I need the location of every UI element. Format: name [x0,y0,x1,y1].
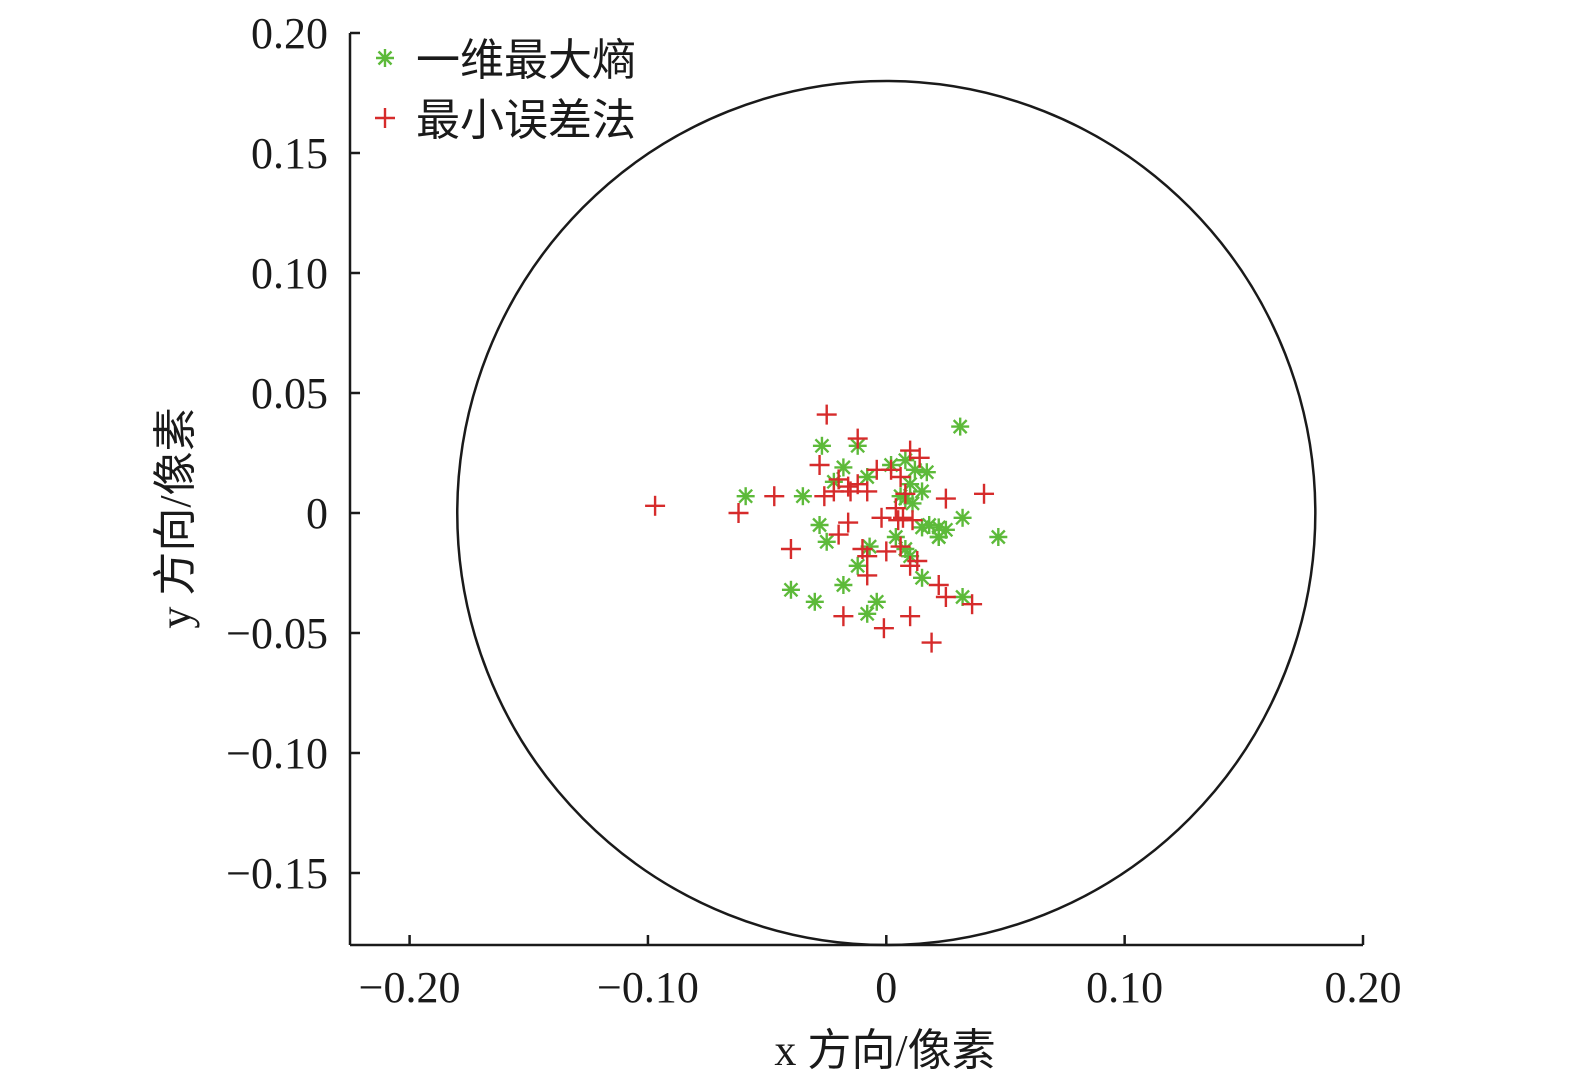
data-point-asterisk [913,568,932,587]
y-tick-label: −0.05 [226,609,328,658]
data-point-plus [895,483,916,504]
y-tick-label: 0.20 [251,9,328,58]
data-point-plus [876,541,897,562]
x-ticks: −0.20 −0.10 0 0.10 0.20 [359,935,1402,1012]
data-point-plus [833,606,854,627]
data-point-asterisk [917,463,936,482]
legend-label-min-error: 最小误差法 [416,96,636,145]
y-tick-label: 0.15 [251,129,328,178]
data-point-plus [974,483,995,504]
data-point-plus [873,618,894,639]
x-tick-label: 0.10 [1086,963,1163,1012]
x-tick-label: −0.20 [359,963,461,1012]
legend: 一维最大熵 最小误差法 [375,36,636,145]
data-point-asterisk [989,528,1008,546]
data-point-asterisk [929,528,948,546]
data-point-asterisk [920,516,939,534]
data-point-asterisk [867,592,886,611]
data-point-plus [780,539,801,559]
data-point-plus [907,551,928,571]
data-point-asterisk [805,592,824,611]
data-point-plus [935,488,956,509]
data-point-plus [857,565,878,586]
x-tick-label: 0 [875,963,897,1012]
data-point-asterisk [848,556,867,575]
series-min-error [645,404,995,653]
reference-circle [456,79,1317,947]
y-axis-title: y 方向/像素 [151,407,200,628]
x-axis-title: x 方向/像素 [774,1026,995,1075]
data-point-asterisk [793,487,812,506]
y-tick-label: −0.15 [226,849,328,898]
data-point-plus [816,404,837,425]
data-point-plus [838,476,859,497]
data-point-asterisk [891,487,910,506]
data-point-plus [909,447,930,468]
data-point-asterisk [951,417,970,436]
legend-symbol-plus [375,108,395,128]
x-tick-label: −0.10 [597,963,699,1012]
data-point-asterisk [858,604,877,623]
data-point-plus [962,594,983,615]
y-ticks: 0.20 0.15 0.10 0.05 0 −0.05 −0.10 −0.15 [226,9,360,898]
x-tick-label: 0.20 [1325,963,1402,1012]
data-point-plus [847,428,868,449]
data-point-plus [645,495,666,516]
data-point-plus [890,536,911,557]
data-point-plus [890,467,911,487]
data-point-plus [921,632,942,653]
legend-marker-asterisk [376,49,394,67]
data-point-asterisk [913,482,932,501]
data-point-asterisk [886,528,905,546]
data-point-plus [828,524,849,545]
data-point-asterisk [810,516,829,534]
data-point-plus [728,503,749,523]
data-point-plus [847,474,868,495]
axes [348,33,1363,947]
series-entropy [736,417,1008,623]
data-points [645,404,1008,653]
legend-symbol-asterisk [376,49,394,67]
data-point-asterisk [953,508,972,527]
reference-circle-layer [456,79,1317,947]
data-point-plus [900,606,921,627]
data-point-asterisk [860,537,879,556]
data-point-plus [857,546,878,567]
y-tick-label: 0.05 [251,369,328,418]
data-point-asterisk [781,580,800,599]
data-point-asterisk [812,436,831,455]
data-point-asterisk [834,576,853,594]
data-point-plus [809,455,830,475]
data-point-plus [814,486,835,507]
data-point-plus [764,486,785,507]
data-point-asterisk [834,458,853,477]
data-point-plus [888,510,909,531]
data-point-asterisk [858,468,877,486]
legend-marker-plus [375,108,395,128]
data-point-asterisk [817,532,836,551]
legend-label-entropy: 一维最大熵 [416,36,636,85]
data-point-plus [935,587,956,607]
y-tick-label: −0.10 [226,729,328,778]
y-tick-label: 0.10 [251,249,328,298]
data-point-plus [892,507,913,528]
y-tick-label: 0 [306,489,328,538]
data-point-plus [928,575,949,595]
data-point-plus [838,512,859,533]
data-point-plus [871,507,892,528]
data-point-asterisk [736,487,755,506]
data-point-plus [823,481,844,502]
